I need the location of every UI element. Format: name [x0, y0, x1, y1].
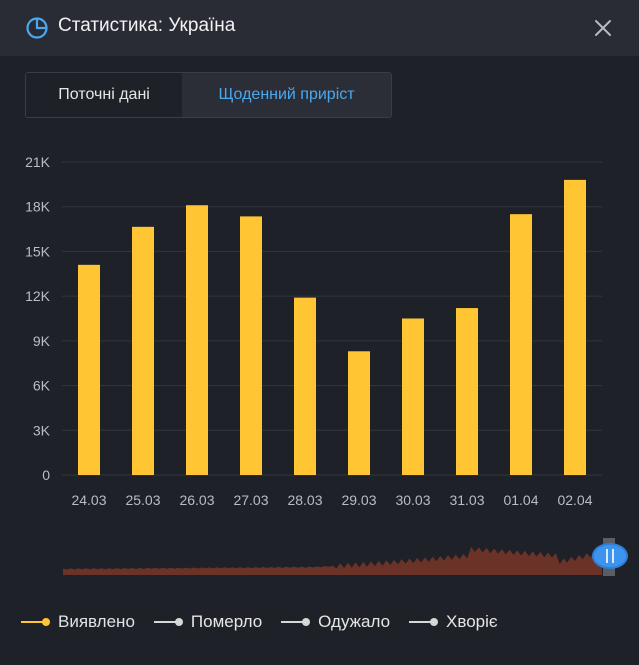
bar[interactable] — [240, 216, 262, 475]
legend-label: Виявлено — [58, 612, 135, 631]
tab-daily-growth[interactable]: Щоденний приріст — [182, 73, 391, 117]
panel-header: Статистика: Україна — [0, 0, 639, 56]
legend-line-icon — [21, 618, 50, 626]
legend-label: Померло — [190, 612, 263, 631]
x-tick-label: 26.03 — [179, 492, 214, 508]
legend-item-deaths[interactable]: Померло — [153, 612, 262, 632]
legend-line-icon — [153, 618, 183, 626]
x-tick-label: 30.03 — [395, 492, 430, 508]
bar[interactable] — [510, 214, 532, 475]
panel-title: Статистика: Україна — [58, 15, 236, 36]
x-tick-label: 24.03 — [71, 492, 106, 508]
x-tick-label: 28.03 — [287, 492, 322, 508]
legend-item-sick[interactable]: Хворіє — [408, 612, 498, 632]
legend-line-icon — [281, 618, 311, 626]
bar[interactable] — [402, 318, 424, 476]
y-tick-label: 18K — [25, 199, 51, 215]
minimap-area — [63, 546, 602, 575]
bar[interactable] — [348, 351, 370, 475]
chart-legend: Виявлено Померло Одужало Хворіє — [20, 610, 516, 634]
bar[interactable] — [456, 308, 478, 475]
bar[interactable] — [294, 297, 316, 475]
view-tabs: Поточні дані Щоденний приріст — [25, 72, 392, 118]
y-tick-label: 15K — [25, 243, 51, 259]
x-tick-label: 31.03 — [449, 492, 484, 508]
bar[interactable] — [132, 226, 154, 475]
close-icon[interactable] — [592, 17, 614, 39]
minimap-handle[interactable] — [592, 543, 628, 569]
y-tick-label: 0 — [42, 467, 50, 483]
legend-item-detected[interactable]: Виявлено — [20, 612, 135, 632]
bar[interactable] — [564, 179, 586, 475]
bar[interactable] — [186, 205, 208, 475]
y-tick-label: 3K — [33, 422, 51, 438]
bar-chart: 0 3K 6K 9K 12K 15K 18K 21K 24.03 25.03 26.03 27.03… — [25, 154, 628, 576]
legend-line-icon — [409, 618, 439, 626]
x-tick-label: 25.03 — [125, 492, 160, 508]
y-tick-label: 12K — [25, 288, 51, 304]
y-tick-label: 21K — [25, 154, 51, 170]
legend-label: Одужало — [318, 612, 391, 631]
bar[interactable] — [78, 264, 100, 475]
legend-label: Хворіє — [446, 612, 498, 631]
x-tick-label: 02.04 — [557, 492, 592, 508]
x-tick-label: 29.03 — [341, 492, 376, 508]
legend-item-recovered[interactable]: Одужало — [280, 612, 390, 632]
pie-chart-icon — [26, 17, 48, 39]
tab-current-data[interactable]: Поточні дані — [26, 73, 183, 117]
y-tick-label: 9K — [33, 333, 51, 349]
x-tick-label: 01.04 — [503, 492, 538, 508]
x-tick-label: 27.03 — [233, 492, 268, 508]
y-tick-label: 6K — [33, 378, 51, 394]
